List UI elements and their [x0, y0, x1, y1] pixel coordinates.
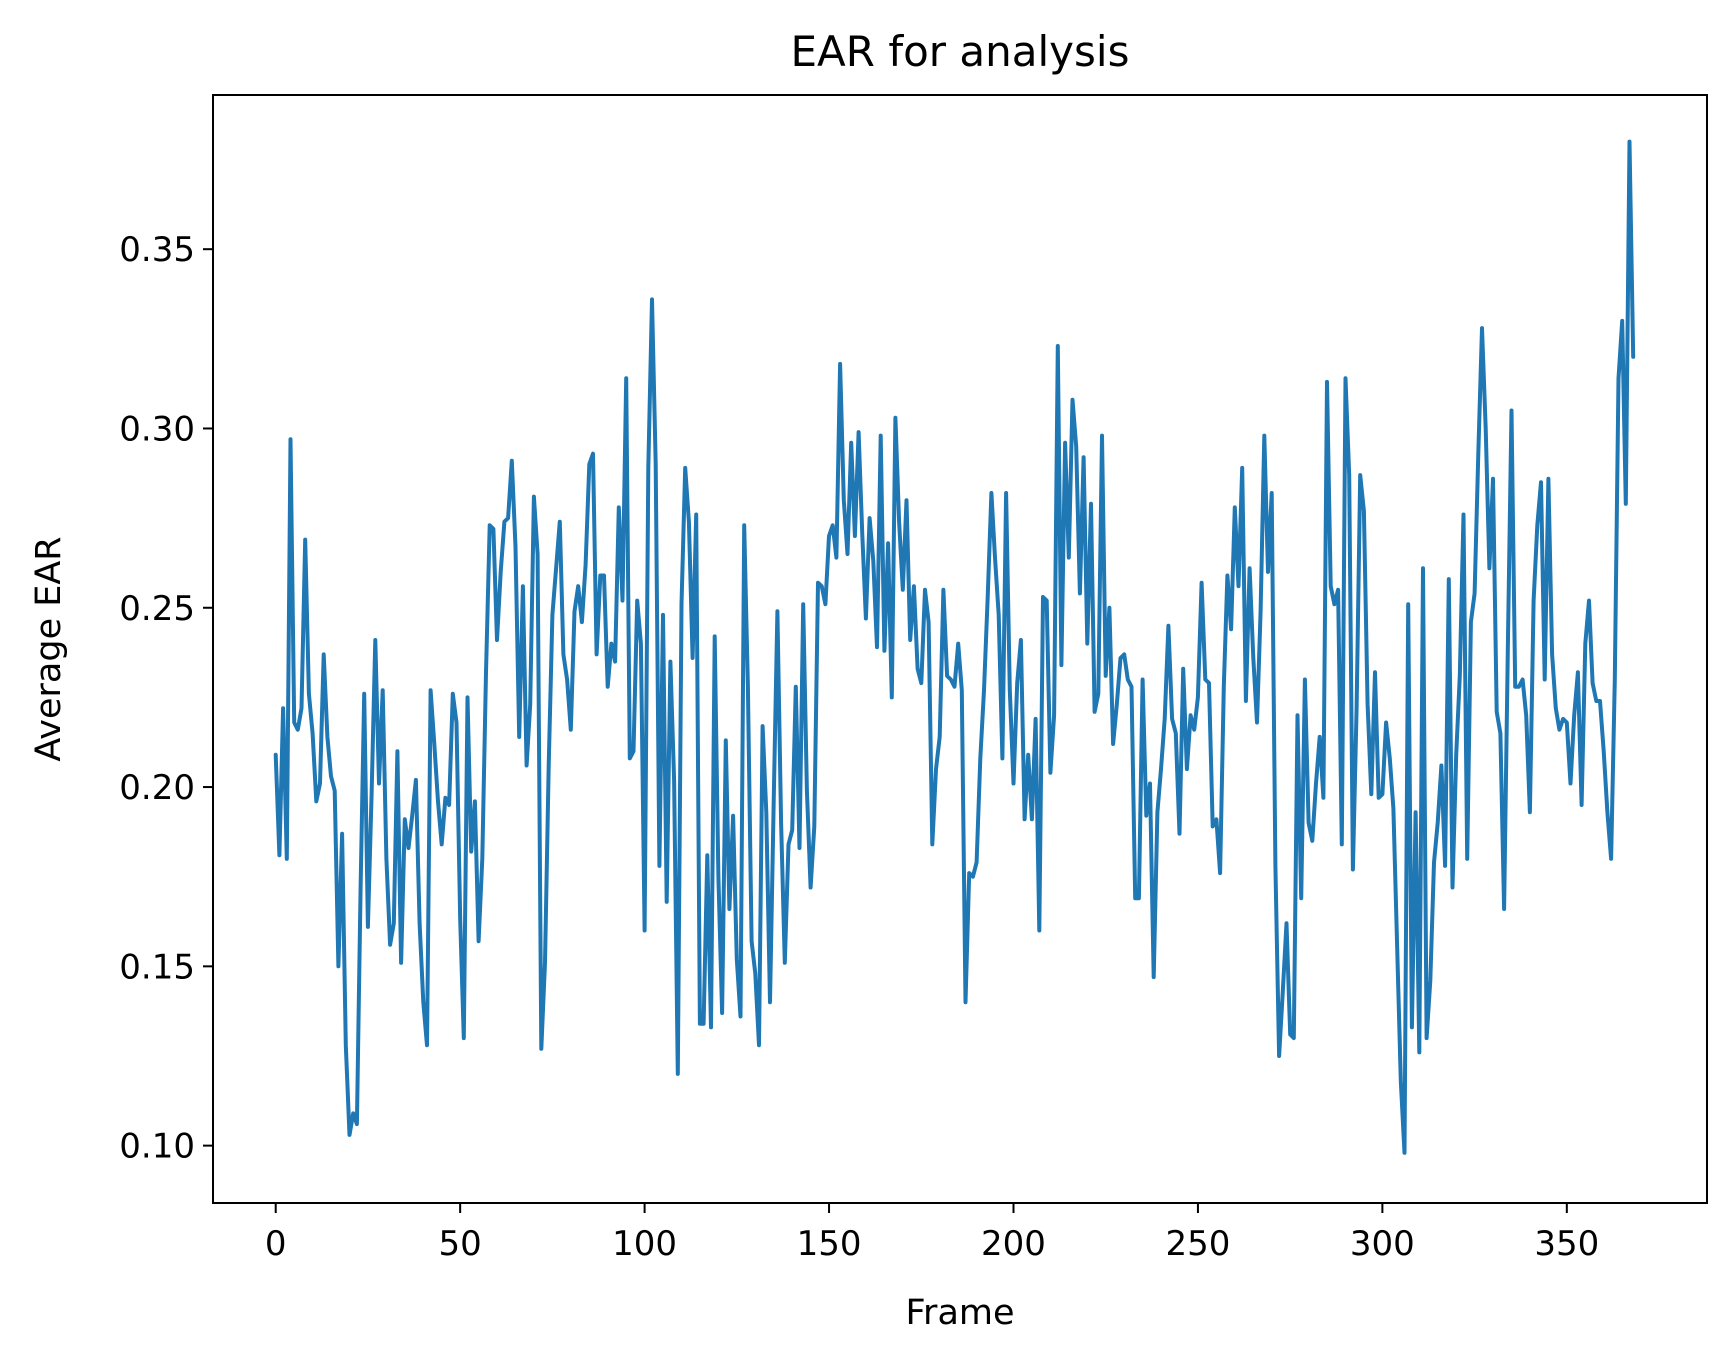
- y-tick-label: 0.10: [119, 1127, 195, 1167]
- x-tick-label: 250: [1165, 1224, 1230, 1264]
- x-tick-label: 0: [265, 1224, 287, 1264]
- series-line-ear: [273, 139, 1636, 1155]
- x-axis-title: Frame: [905, 1293, 1014, 1333]
- y-axis: 0.10 0.15 0.20 0.25 0.30 0.35: [119, 230, 213, 1167]
- y-tick-label: 0.15: [119, 947, 195, 987]
- chart-title: EAR for analysis: [791, 27, 1130, 76]
- x-tick-label: 100: [612, 1224, 677, 1264]
- y-axis-title: Average EAR: [29, 536, 69, 761]
- plot-area: [212, 94, 1708, 1204]
- y-tick-label: 0.30: [119, 409, 195, 449]
- y-tick-label: 0.25: [119, 589, 195, 629]
- x-tick-label: 200: [981, 1224, 1046, 1264]
- x-tick-label: 150: [797, 1224, 862, 1264]
- x-tick-label: 50: [439, 1224, 482, 1264]
- y-tick-label: 0.35: [119, 230, 195, 270]
- y-tick-label: 0.20: [119, 768, 195, 808]
- x-axis: 0 50 100 150 200 250 300 350: [265, 1203, 1599, 1264]
- x-tick-label: 300: [1350, 1224, 1415, 1264]
- x-tick-label: 350: [1534, 1224, 1599, 1264]
